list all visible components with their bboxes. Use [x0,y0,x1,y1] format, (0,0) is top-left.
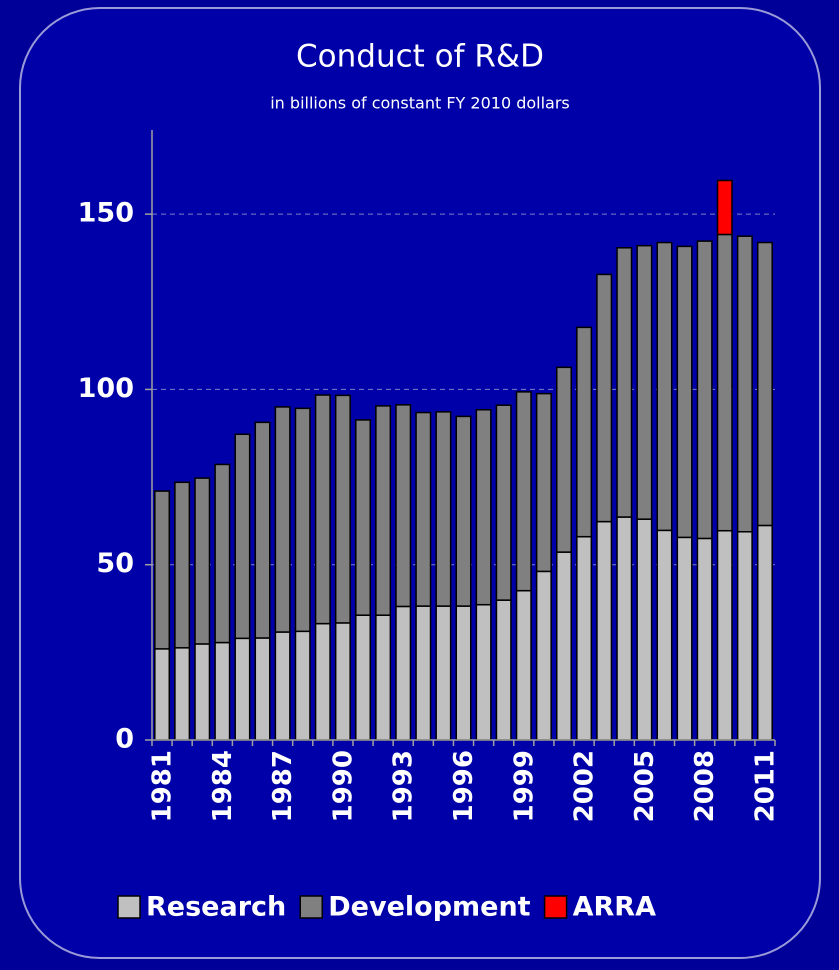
bar-segment [636,244,653,520]
bar-segment [636,518,653,741]
x-tick-label: 2005 [630,750,660,822]
bar-segment [254,637,271,741]
bar-segment [576,326,593,538]
chart-subtitle: in billions of constant FY 2010 dollars [270,94,570,113]
bar-segment [515,589,532,741]
bar-segment [395,404,412,608]
bar-segment [455,605,472,741]
bar-segment [596,520,613,741]
bar-segment [395,605,412,741]
x-tick-label: 1981 [148,750,178,822]
x-tick-label: 1984 [208,750,238,822]
bar-segment [375,405,392,616]
bar-segment [294,407,311,633]
legend-label: ARRA [573,892,656,923]
bar-segment [334,622,351,741]
bar-segment [214,463,231,644]
bar-segment [415,605,432,741]
x-tick-label: 2011 [750,750,780,822]
x-tick-label: 1987 [268,750,298,822]
bar-segment [696,240,713,540]
bar-segment [656,529,673,741]
bar-segment [716,529,733,741]
legend-swatch [299,895,323,919]
bar-segment [294,630,311,741]
bar-segment [535,570,552,741]
x-tick-label: 2002 [570,750,600,822]
bar-segment [696,537,713,741]
bar-segment [314,394,331,625]
legend-swatch [543,895,568,919]
bar-segment [716,179,733,236]
bar-segment [656,241,673,532]
bar-segment [576,535,593,741]
bar-segment [555,551,572,741]
bar-segment [435,411,452,607]
x-tick-label: 2008 [690,750,720,822]
bar-segment [475,603,492,741]
bar-segment [495,599,512,741]
bar-segment [756,241,773,527]
bar-segment [415,411,432,607]
bar-segment [254,421,271,639]
bar-segment [736,531,753,741]
bar-segment [616,247,633,518]
bar-segment [274,406,291,633]
bar-segment [455,415,472,607]
bar-segment [676,536,693,741]
bar-segment [716,233,733,532]
bar-segment [676,245,693,539]
bar-segment [194,477,211,645]
x-tick-label: 1993 [389,750,419,822]
bar-segment [475,409,492,606]
bar-segment [174,481,191,649]
bar-segment [596,273,613,523]
bar-segment [375,614,392,741]
bar-segment [555,366,572,553]
bar-segment [495,404,512,601]
bar-segment [234,637,251,741]
y-tick-label: 50 [96,548,134,579]
bar-segment [214,641,231,741]
bar-segment [515,391,532,592]
y-tick-label: 0 [115,724,134,755]
bar-segment [435,605,452,741]
bar-segment [616,516,633,741]
bar-segment [194,643,211,741]
y-tick-label: 100 [78,373,134,404]
bar-segment [355,614,372,741]
bar-segment [314,622,331,741]
legend-label: Research [146,892,286,923]
x-tick-label: 1999 [509,750,539,822]
bar-segment [756,524,773,741]
bar-segment [736,235,753,533]
x-tick-label: 1996 [449,750,479,822]
bar-segment [334,394,351,624]
legend-swatch [117,895,141,919]
legend-label: Development [328,892,530,923]
bar-segment [154,648,171,741]
legend: Research Development ARRA [117,892,656,923]
chart-title: Conduct of R&D [296,39,544,75]
bar-segment [174,647,191,741]
bar-segment [535,392,552,573]
bar-segment [154,490,171,650]
y-tick-label: 150 [78,198,134,229]
x-tick-label: 1990 [328,750,358,822]
bar-segment [355,419,372,616]
bar-segment [274,631,291,741]
bar-segment [234,433,251,640]
